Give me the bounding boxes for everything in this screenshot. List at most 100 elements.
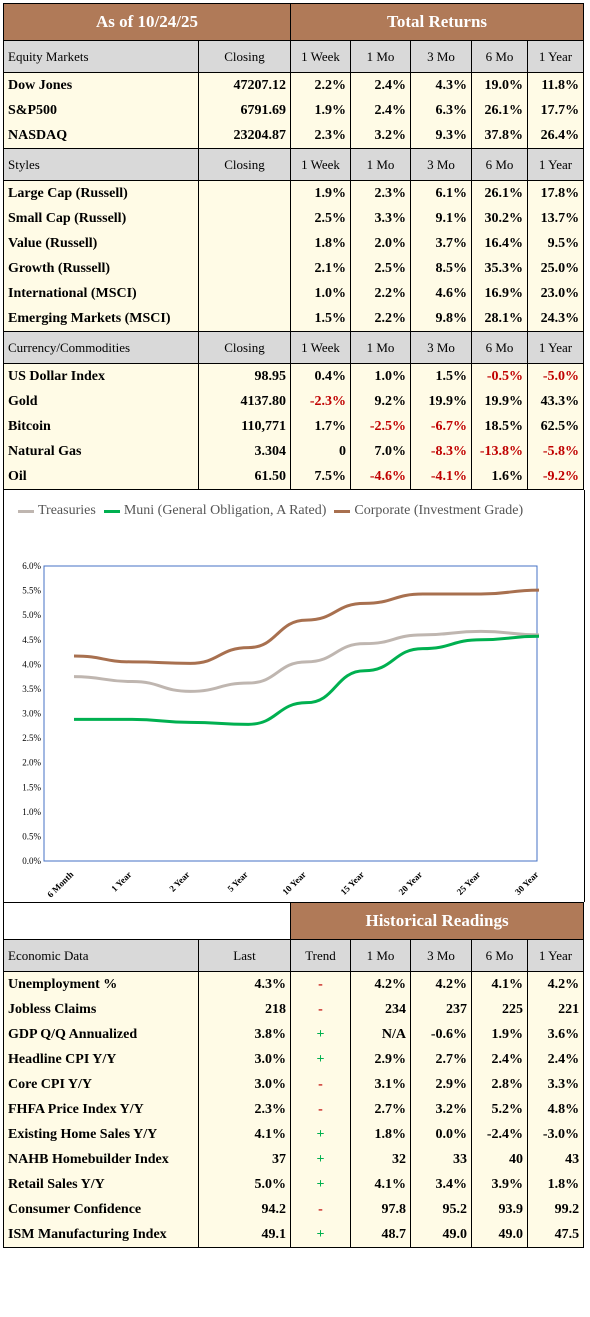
cell-y1: 9.5% xyxy=(526,231,585,256)
chart-plot: 0.0% 0.5% 1.0% 1.5% 2.0% 2.5% 3.0% 3.5% 4.0% 4.5%… xyxy=(22,561,540,900)
y-tick-label: 0.0% xyxy=(22,856,41,866)
cell-m3: 33 xyxy=(410,1147,472,1172)
column-header: Closing xyxy=(198,331,291,364)
cell-m1: -2.5% xyxy=(350,414,411,439)
cell-y1: 25.0% xyxy=(526,256,585,281)
cell-closing: 47207.12 xyxy=(198,72,291,98)
row-label: S&P500 xyxy=(3,98,199,123)
column-header: 3 Mo xyxy=(410,331,472,364)
table-row: ISM Manufacturing Index 49.1 +48.7 49.0 49.0… xyxy=(3,1222,585,1248)
legend-swatch xyxy=(18,509,34,513)
cell-m3: -0.6% xyxy=(410,1022,472,1047)
cell-m1: 2.2% xyxy=(350,281,411,306)
cell-m3: 19.9% xyxy=(410,389,472,414)
column-header: 3 Mo xyxy=(410,40,472,73)
trend-indicator: + xyxy=(290,1222,351,1248)
cell-last: 4.1% xyxy=(198,1122,291,1147)
row-label: Emerging Markets (MSCI) xyxy=(3,306,199,332)
cell-m6: 19.9% xyxy=(471,389,528,414)
trend-indicator: - xyxy=(290,1197,351,1222)
cell-m3: 9.8% xyxy=(410,306,472,332)
cell-y1: 11.8% xyxy=(526,72,585,98)
cell-m6: 225 xyxy=(471,997,528,1022)
table-row: Oil 61.50 7.5% -4.6% -4.1% 1.6% -9.2% xyxy=(3,464,585,490)
cell-m3: 49.0 xyxy=(410,1222,472,1248)
column-header: 6 Mo xyxy=(471,331,528,364)
row-label: US Dollar Index xyxy=(3,363,199,389)
section-header-row: Economic Data Last Trend 1 Mo 3 Mo 6 Mo 1 Year xyxy=(3,939,585,972)
cell-closing xyxy=(198,256,291,281)
legend-label: Muni (General Obligation, A Rated) xyxy=(123,503,327,518)
trend-indicator: - xyxy=(290,997,351,1022)
cell-m6: 37.8% xyxy=(471,123,528,149)
table-row: Bitcoin 110,771 1.7% -2.5% -6.7% 18.5% 62.5% xyxy=(3,414,585,439)
cell-m6: 93.9 xyxy=(471,1197,528,1222)
row-label: Unemployment % xyxy=(3,971,199,997)
section-title: Economic Data xyxy=(3,939,199,972)
series-line-muni xyxy=(74,634,540,726)
cell-closing xyxy=(198,306,291,332)
x-tick-label: 2 Year xyxy=(167,869,191,893)
cell-m3: 9.3% xyxy=(410,123,472,149)
total-returns-title: Total Returns xyxy=(289,3,585,41)
cell-m3: 8.5% xyxy=(410,256,472,281)
legend-label: Treasuries xyxy=(38,503,96,518)
cell-m3: -6.7% xyxy=(410,414,472,439)
column-header: Closing xyxy=(198,148,291,181)
economic-data-section: Economic Data Last Trend 1 Mo 3 Mo 6 Mo 1 Year… xyxy=(3,939,585,1248)
table-row: Gold 4137.80 -2.3% 9.2% 19.9% 19.9% 43.3% xyxy=(3,389,585,414)
cell-m1: 2.2% xyxy=(350,306,411,332)
cell-m3: -4.1% xyxy=(410,464,472,490)
trend-indicator: + xyxy=(290,1122,351,1147)
cell-y1: 99.2 xyxy=(526,1197,585,1222)
trend-indicator: + xyxy=(290,1172,351,1197)
cell-w1: 1.9% xyxy=(290,180,351,206)
table-row: Dow Jones 47207.12 2.2% 2.4% 4.3% 19.0% 11.8% xyxy=(3,72,585,98)
x-tick-label: 5 Year xyxy=(225,869,249,893)
cell-w1: 7.5% xyxy=(290,464,351,490)
cell-m6: 30.2% xyxy=(471,206,528,231)
y-tick-label: 3.0% xyxy=(22,709,41,719)
table-row: Large Cap (Russell) 1.9% 2.3% 6.1% 26.1% 17.8… xyxy=(3,180,585,206)
cell-y1: 43.3% xyxy=(526,389,585,414)
cell-m6: 3.9% xyxy=(471,1172,528,1197)
row-label: Bitcoin xyxy=(3,414,199,439)
cell-m1: N/A xyxy=(350,1022,411,1047)
cell-m1: -4.6% xyxy=(350,464,411,490)
table-row: International (MSCI) 1.0% 2.2% 4.6% 16.9% 23.… xyxy=(3,281,585,306)
table-row: Retail Sales Y/Y 5.0% +4.1% 3.4% 3.9% 1.8% xyxy=(3,1172,585,1197)
cell-w1: -2.3% xyxy=(290,389,351,414)
cell-y1: 1.8% xyxy=(526,1172,585,1197)
cell-m3: 2.7% xyxy=(410,1047,472,1072)
row-label: Core CPI Y/Y xyxy=(3,1072,199,1097)
x-tick-label: 25 Year xyxy=(455,869,483,897)
cell-m6: 16.9% xyxy=(471,281,528,306)
cell-m6: 35.3% xyxy=(471,256,528,281)
cell-m1: 3.2% xyxy=(350,123,411,149)
column-header: 1 Week xyxy=(290,331,351,364)
cell-y1: 4.2% xyxy=(526,971,585,997)
column-header: 1 Mo xyxy=(350,148,411,181)
table-row: Headline CPI Y/Y 3.0% +2.9% 2.7% 2.4% 2.4% xyxy=(3,1047,585,1072)
cell-m6: -0.5% xyxy=(471,363,528,389)
cell-y1: 47.5 xyxy=(526,1222,585,1248)
x-tick-label: 10 Year xyxy=(280,869,308,897)
cell-m6: 26.1% xyxy=(471,98,528,123)
cell-m3: -8.3% xyxy=(410,439,472,464)
table-row: NASDAQ 23204.87 2.3% 3.2% 9.3% 37.8% 26.4% xyxy=(3,123,585,149)
cell-last: 37 xyxy=(198,1147,291,1172)
cell-m3: 3.2% xyxy=(410,1097,472,1122)
cell-y1: 13.7% xyxy=(526,206,585,231)
cell-m6: 19.0% xyxy=(471,72,528,98)
cell-m3: 9.1% xyxy=(410,206,472,231)
cell-y1: 62.5% xyxy=(526,414,585,439)
column-header: 3 Mo xyxy=(410,148,472,181)
cell-y1: -5.0% xyxy=(526,363,585,389)
column-header: 3 Mo xyxy=(410,939,472,972)
table-row: Consumer Confidence 94.2-97.8 95.2 93.9 99.2 xyxy=(3,1197,585,1222)
x-tick-label: 20 Year xyxy=(397,869,425,897)
y-tick-label: 1.5% xyxy=(22,782,41,792)
row-label: GDP Q/Q Annualized xyxy=(3,1022,199,1047)
plot-area xyxy=(43,565,538,862)
cell-m1: 234 xyxy=(350,997,411,1022)
